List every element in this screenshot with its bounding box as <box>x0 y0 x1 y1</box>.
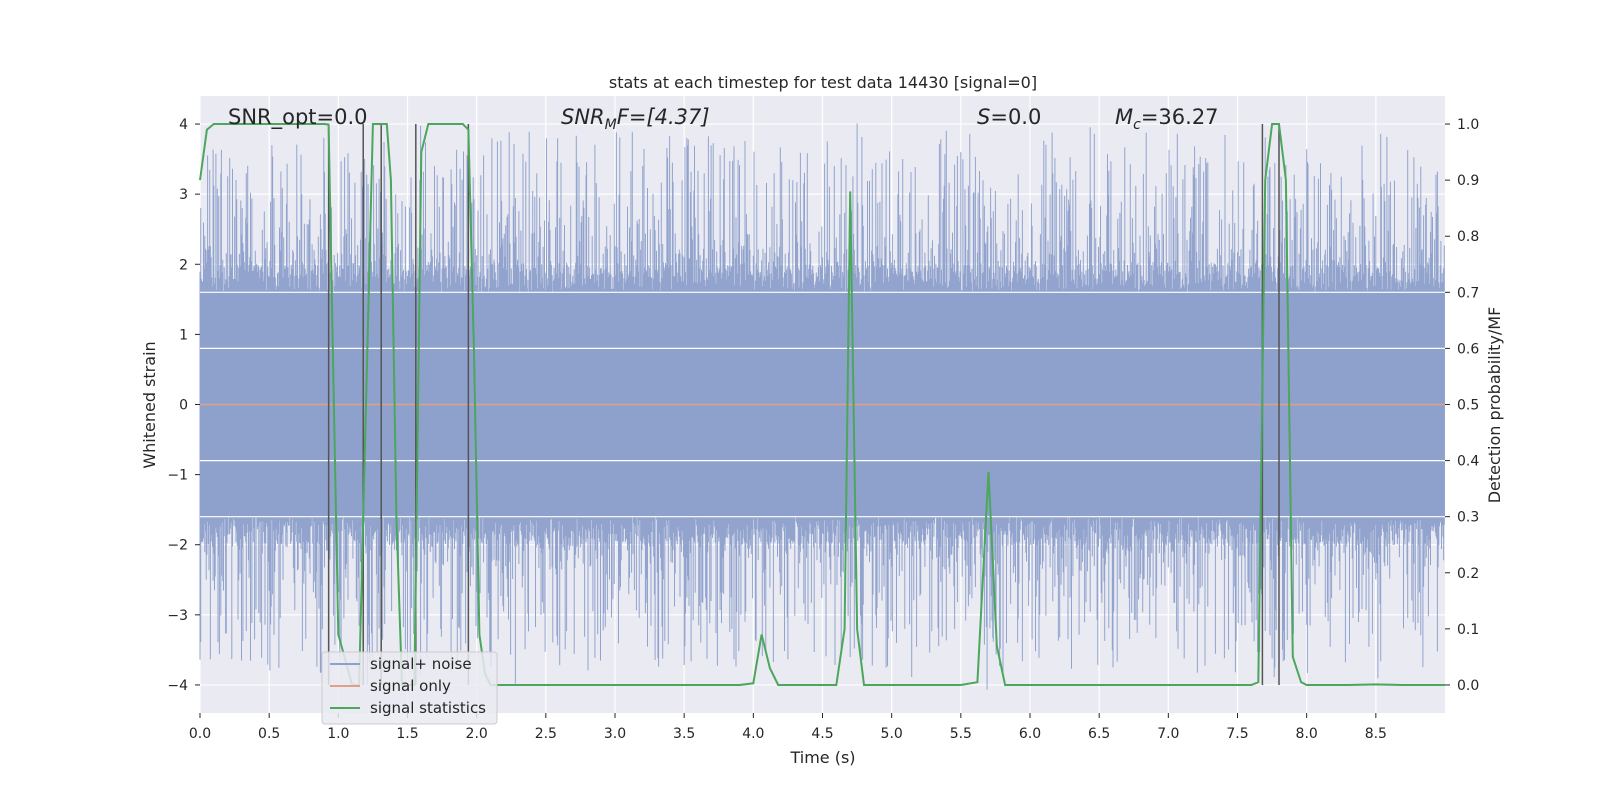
mc-main: M <box>1115 105 1133 129</box>
y-tick-label: 1 <box>179 327 188 343</box>
signal-statistics-series <box>199 123 1445 686</box>
y2-tick-label: 0.7 <box>1457 285 1479 301</box>
x-tick-label: 5.0 <box>881 726 903 742</box>
x-tick-label: 6.5 <box>1088 726 1110 742</box>
noise-band-lines <box>200 291 1445 518</box>
x-tick-label: 7.0 <box>1157 726 1179 742</box>
x-tick-label: 3.5 <box>673 726 695 742</box>
y2-tick-label: 0.3 <box>1457 510 1479 526</box>
annotation-mc: Mc=36.27 <box>1115 105 1219 133</box>
y2-tick-label: 0.0 <box>1457 678 1479 694</box>
y2-tick-label: 0.6 <box>1457 341 1479 357</box>
y-tick-label: −4 <box>167 678 188 694</box>
y-tick-label: 0 <box>179 398 188 414</box>
y2-tick-label: 0.9 <box>1457 173 1479 189</box>
s-value: =0.0 <box>990 105 1041 129</box>
annotation-snr-mf: SNRMF=[4.37] <box>561 105 710 133</box>
s-main: S <box>977 105 990 129</box>
x-tick-label: 8.0 <box>1296 726 1318 742</box>
y-axis-label: Whitened strain <box>140 341 159 468</box>
x-tick-label: 0.5 <box>258 726 280 742</box>
x-tick-label: 3.0 <box>604 726 626 742</box>
annotation-snr-opt: SNR_opt=0.0 <box>228 105 368 130</box>
legend-label-statistics: signal statistics <box>370 699 486 717</box>
y2-tick-label: 0.1 <box>1457 622 1479 638</box>
y2-axis-ticks: 0.0 0.1 0.2 0.3 0.4 0.5 0.6 0.7 0.8 0.9 1.0 <box>1445 117 1479 694</box>
mc-subscript: c <box>1133 117 1141 133</box>
y-tick-label: 3 <box>179 187 188 203</box>
x-tick-label: 5.5 <box>950 726 972 742</box>
x-tick-label: 1.5 <box>396 726 418 742</box>
snr-mf-value: F=[4.37] <box>617 105 710 129</box>
y2-tick-label: 0.8 <box>1457 229 1479 245</box>
y-tick-label: 2 <box>179 257 188 273</box>
y2-axis-label: Detection probability/MF <box>1485 307 1504 504</box>
y-axis-ticks: −4 −3 −2 −1 0 1 2 3 4 <box>167 117 200 694</box>
y-tick-label: −3 <box>167 608 188 624</box>
x-axis-label: Time (s) <box>789 748 855 767</box>
x-tick-label: 0.0 <box>189 726 211 742</box>
x-tick-label: 7.5 <box>1226 726 1248 742</box>
annotation-s: S=0.0 <box>977 105 1041 129</box>
y2-tick-label: 0.2 <box>1457 566 1479 582</box>
x-tick-label: 4.0 <box>742 726 764 742</box>
x-tick-label: 8.5 <box>1365 726 1387 742</box>
legend-label-noise: signal+ noise <box>370 655 472 673</box>
mc-value: =36.27 <box>1141 105 1219 129</box>
x-tick-label: 2.5 <box>535 726 557 742</box>
x-tick-label: 1.0 <box>327 726 349 742</box>
y2-tick-label: 1.0 <box>1457 117 1479 133</box>
legend-label-signal-only: signal only <box>370 677 451 695</box>
snr-mf-subscript: M <box>605 117 617 133</box>
legend: signal+ noise signal only signal statist… <box>321 651 498 725</box>
x-axis-ticks: 0.0 0.5 1.0 1.5 2.0 2.5 3.0 3.5 4.0 4.5 5.0 5.5 6.0 6… <box>189 713 1387 742</box>
snr-mf-main: SNR <box>561 105 605 129</box>
legend-box <box>321 651 498 725</box>
y2-tick-label: 0.4 <box>1457 454 1479 470</box>
y-tick-label: 4 <box>179 117 188 133</box>
y2-tick-label: 0.5 <box>1457 398 1479 414</box>
y-tick-label: −1 <box>167 468 188 484</box>
y-tick-label: −2 <box>167 538 188 554</box>
x-tick-label: 2.0 <box>466 726 488 742</box>
x-tick-label: 6.0 <box>1019 726 1041 742</box>
chart-title: stats at each timestep for test data 144… <box>609 73 1037 92</box>
x-tick-label: 4.5 <box>811 726 833 742</box>
